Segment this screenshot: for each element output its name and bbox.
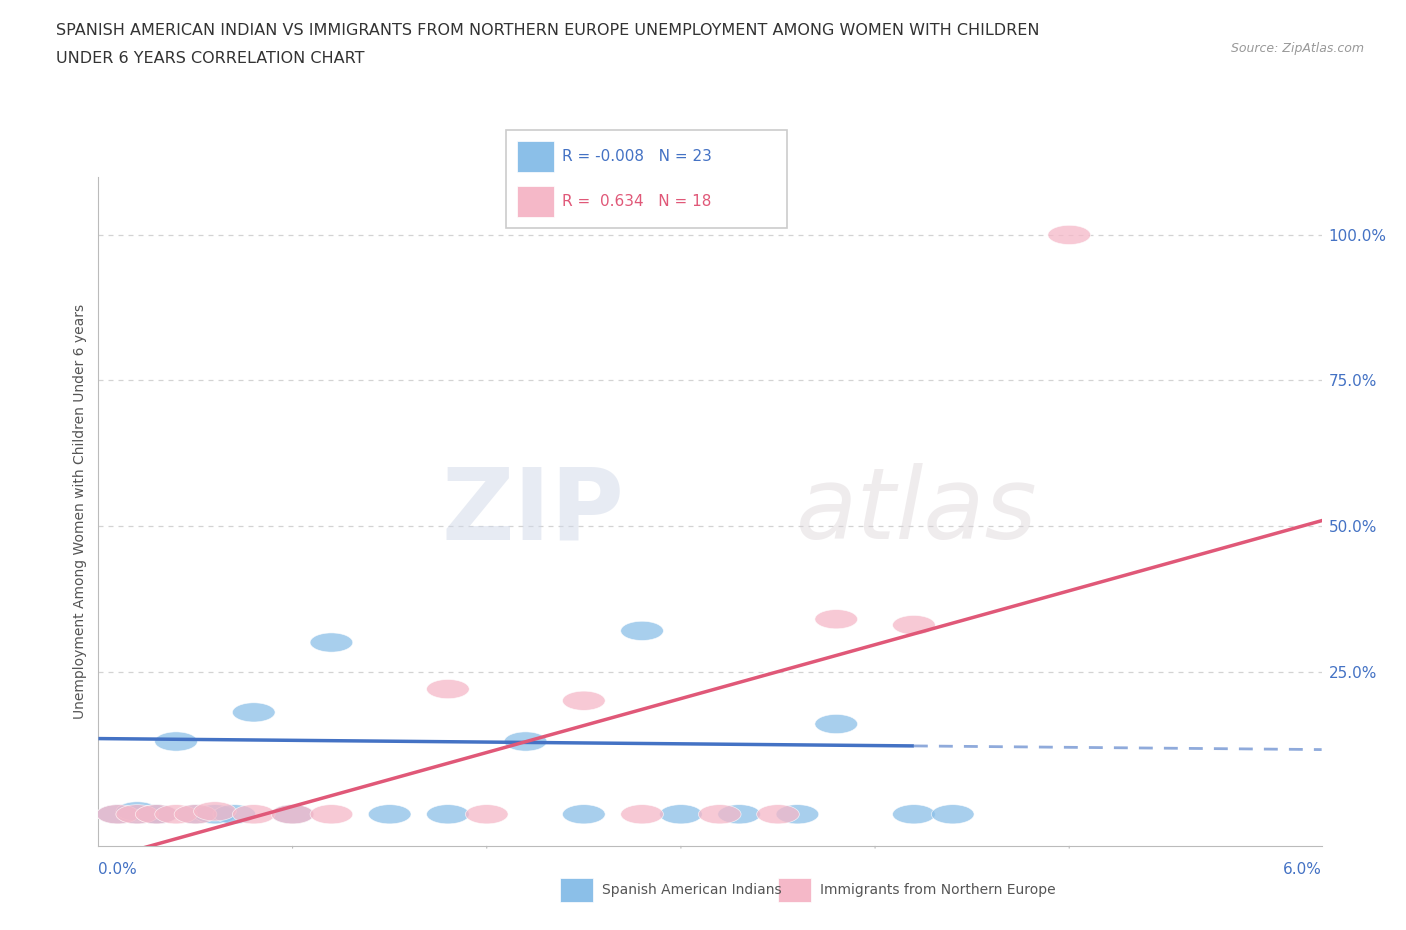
Text: R = -0.008   N = 23: R = -0.008 N = 23: [562, 149, 713, 164]
Ellipse shape: [135, 804, 179, 824]
Ellipse shape: [426, 680, 470, 698]
Ellipse shape: [699, 804, 741, 824]
Ellipse shape: [271, 804, 314, 824]
Ellipse shape: [505, 732, 547, 751]
Ellipse shape: [232, 703, 276, 722]
Ellipse shape: [931, 804, 974, 824]
Ellipse shape: [465, 804, 508, 824]
Ellipse shape: [659, 804, 702, 824]
Ellipse shape: [135, 804, 179, 824]
Ellipse shape: [562, 691, 605, 711]
Ellipse shape: [194, 804, 236, 824]
Ellipse shape: [212, 804, 256, 824]
Ellipse shape: [174, 804, 217, 824]
Text: 6.0%: 6.0%: [1282, 862, 1322, 877]
Ellipse shape: [815, 714, 858, 734]
Text: Source: ZipAtlas.com: Source: ZipAtlas.com: [1230, 42, 1364, 55]
Ellipse shape: [135, 804, 179, 824]
Ellipse shape: [893, 616, 935, 634]
Ellipse shape: [368, 804, 411, 824]
Text: atlas: atlas: [796, 463, 1038, 560]
Ellipse shape: [815, 609, 858, 629]
Text: ZIP: ZIP: [441, 463, 624, 560]
Ellipse shape: [174, 804, 217, 824]
Ellipse shape: [1047, 225, 1091, 245]
Text: 0.0%: 0.0%: [98, 862, 138, 877]
Text: SPANISH AMERICAN INDIAN VS IMMIGRANTS FROM NORTHERN EUROPE UNEMPLOYMENT AMONG WO: SPANISH AMERICAN INDIAN VS IMMIGRANTS FR…: [56, 23, 1040, 38]
Ellipse shape: [97, 804, 139, 824]
Ellipse shape: [893, 804, 935, 824]
Text: Spanish American Indians: Spanish American Indians: [602, 883, 782, 897]
Y-axis label: Unemployment Among Women with Children Under 6 years: Unemployment Among Women with Children U…: [73, 304, 87, 719]
Ellipse shape: [271, 804, 314, 824]
Ellipse shape: [776, 804, 818, 824]
Ellipse shape: [115, 804, 159, 824]
Ellipse shape: [232, 804, 276, 824]
Ellipse shape: [562, 804, 605, 824]
Ellipse shape: [115, 804, 159, 824]
Ellipse shape: [155, 804, 197, 824]
Text: R =  0.634   N = 18: R = 0.634 N = 18: [562, 194, 711, 209]
Ellipse shape: [756, 804, 800, 824]
Ellipse shape: [620, 621, 664, 641]
Ellipse shape: [311, 633, 353, 652]
Ellipse shape: [718, 804, 761, 824]
Ellipse shape: [155, 732, 197, 751]
Ellipse shape: [194, 802, 236, 821]
Ellipse shape: [97, 804, 139, 824]
Text: UNDER 6 YEARS CORRELATION CHART: UNDER 6 YEARS CORRELATION CHART: [56, 51, 364, 66]
Ellipse shape: [311, 804, 353, 824]
Text: Immigrants from Northern Europe: Immigrants from Northern Europe: [820, 883, 1056, 897]
Ellipse shape: [115, 802, 159, 821]
Ellipse shape: [426, 804, 470, 824]
Ellipse shape: [620, 804, 664, 824]
